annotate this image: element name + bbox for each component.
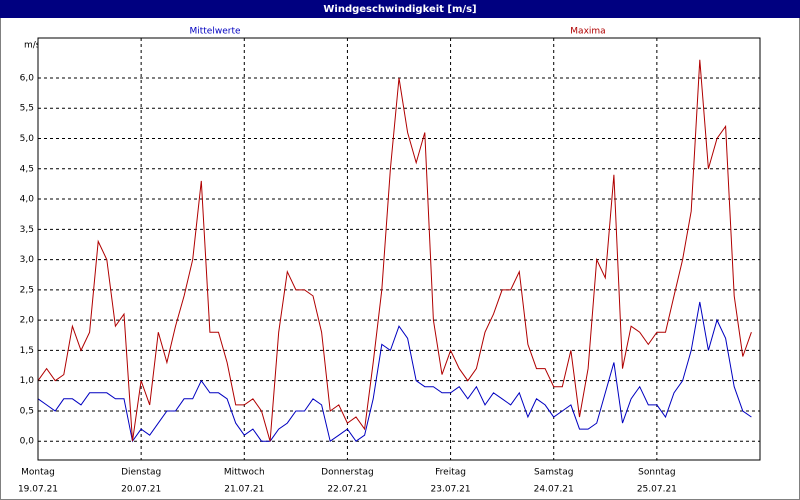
x-tick-date: 25.07.21 [637, 485, 677, 495]
x-tick-date: 23.07.21 [431, 485, 471, 495]
x-tick-date: 24.07.21 [534, 485, 574, 495]
legend-label: Maxima [570, 27, 605, 37]
series-line [37, 59, 752, 442]
series-line [37, 301, 752, 443]
x-tick-date: 20.07.21 [121, 485, 161, 495]
y-tick-label: 4,5 [20, 164, 34, 174]
legend-label: Mittelwerte [189, 27, 240, 37]
y-tick-label: 4,0 [20, 195, 35, 205]
x-tick-date: 22.07.21 [327, 485, 367, 495]
y-tick-label: 3,5 [20, 225, 34, 235]
x-tick-label: Sonntag [638, 468, 675, 478]
y-axis-label: m/s [24, 41, 41, 51]
x-tick-label: Montag [21, 468, 55, 478]
y-tick-label: 1,0 [20, 376, 35, 386]
x-tick-date: 21.07.21 [224, 485, 264, 495]
plot-border [37, 37, 761, 461]
x-tick-label: Samstag [534, 468, 573, 478]
x-tick-label: Donnerstag [321, 468, 374, 478]
y-tick-label: 5,0 [20, 134, 35, 144]
y-tick-label: 3,0 [20, 255, 35, 265]
y-tick-label: 0,0 [20, 437, 35, 447]
y-tick-label: 0,5 [20, 406, 34, 416]
x-tick-label: Freitag [435, 468, 466, 478]
y-tick-label: 5,5 [20, 104, 34, 114]
y-tick-label: 2,5 [20, 285, 34, 295]
x-tick-date: 19.07.21 [18, 485, 58, 495]
chart-title: Windgeschwindigkeit [m/s] [323, 4, 476, 15]
y-tick-label: 1,5 [20, 346, 34, 356]
title-bar [0, 0, 800, 18]
y-tick-label: 2,0 [20, 316, 35, 326]
x-tick-label: Dienstag [121, 468, 161, 478]
x-tick-label: Mittwoch [224, 468, 265, 478]
y-tick-label: 6,0 [20, 73, 35, 83]
